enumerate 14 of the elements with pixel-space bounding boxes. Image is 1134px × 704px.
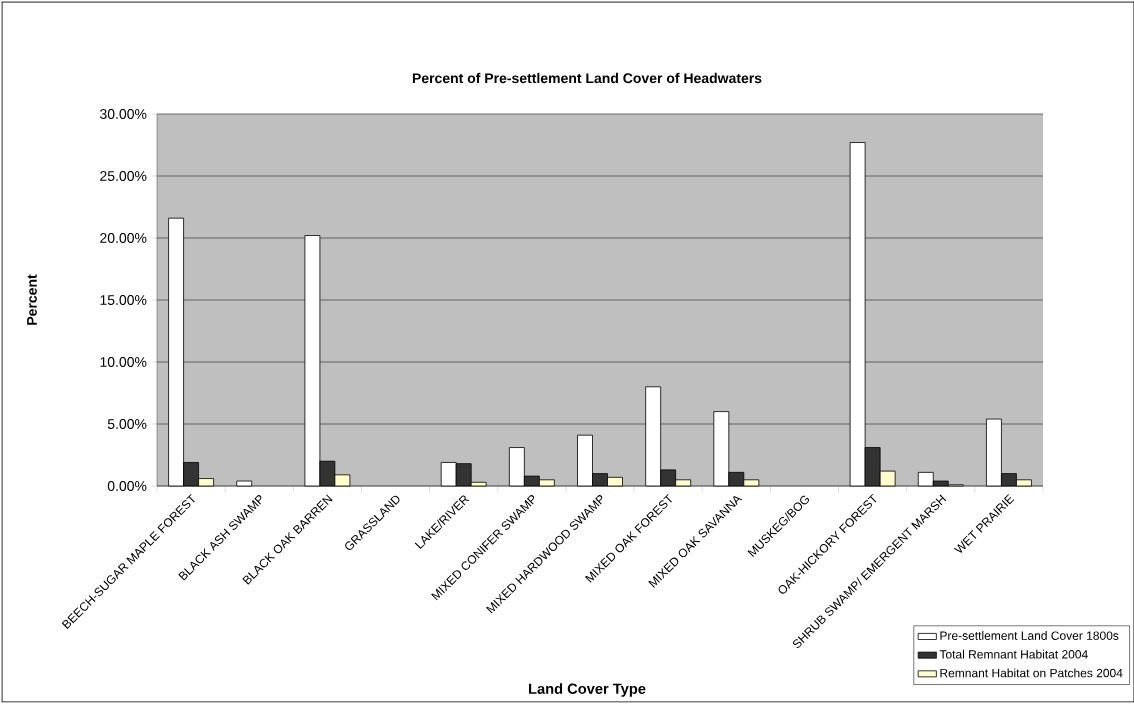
y-tick-label: 15.00% (100, 295, 147, 305)
y-tick-label: 30.00% (100, 109, 147, 119)
y-tick-label: 5.00% (107, 419, 147, 429)
legend-label: Remnant Habitat on Patches 2004 (940, 668, 1123, 678)
y-tick-label: 20.00% (100, 233, 147, 243)
bar (236, 480, 253, 487)
legend-label: Pre-settlement Land Cover 1800s (940, 631, 1119, 640)
y-tick-label: 25.00% (100, 171, 147, 181)
y-axis-title: Percent (27, 274, 37, 325)
x-axis-title: Land Cover Type (529, 683, 646, 697)
chart-title: Percent of Pre-settlement Land Cover of Headwaters (412, 72, 762, 84)
legend-label: Total Remnant Habitat 2004 (939, 649, 1088, 659)
y-tick-label: 10.00% (100, 357, 147, 367)
y-tick-label: 0.00% (107, 481, 147, 491)
